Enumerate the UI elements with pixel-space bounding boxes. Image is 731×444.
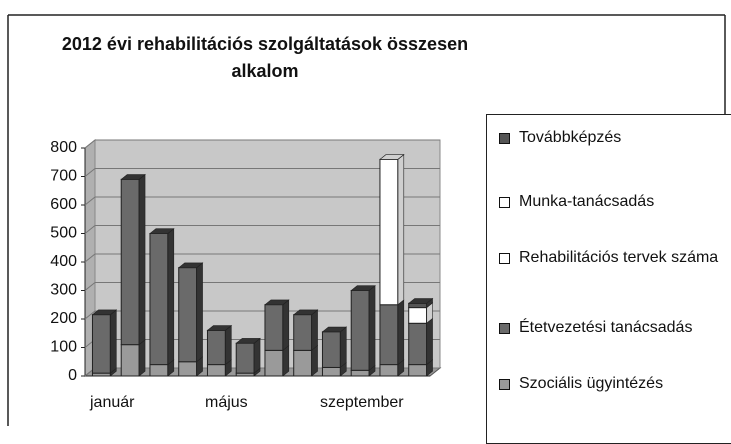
y-tick-label: 100 [50, 339, 77, 356]
legend-label: Rehabilitációs tervek száma [519, 249, 719, 266]
bar-top [235, 338, 261, 344]
legend-label: Étetvezetési tanácsadás [519, 319, 693, 336]
x-tick-label: május [205, 394, 248, 411]
bar [178, 267, 198, 363]
bar [264, 349, 284, 377]
grid-line [84, 196, 96, 206]
bar-top [177, 262, 204, 269]
bar-side [397, 299, 405, 366]
grid-line [84, 139, 96, 149]
chart: 2012 évi rehabilitációs szolgáltatások ö… [7, 14, 726, 426]
chart-title: 2012 évi rehabilitációs szolgáltatások ö… [62, 34, 468, 54]
bar [293, 314, 313, 351]
legend-item: Rehabilitációs tervek száma [499, 247, 731, 269]
y-tick-label: 700 [50, 168, 77, 185]
bar-side [196, 262, 203, 363]
legend: Továbbképzés Munka-tanácsadás Rehabilitáci… [486, 114, 731, 444]
bar [408, 322, 428, 366]
bar [293, 349, 313, 377]
legend-swatch [499, 133, 510, 144]
bar [350, 369, 370, 377]
bar-side [138, 339, 146, 377]
bar [120, 344, 140, 377]
bar [91, 314, 111, 374]
bar-side [224, 324, 232, 366]
legend-item: Szociális ügyintézés [499, 373, 731, 395]
bar-top [407, 298, 434, 304]
legend-item: Munka-tanácsadás [499, 191, 731, 213]
grid-line [84, 168, 96, 177]
y-tick-label: 200 [50, 310, 77, 327]
bar [235, 342, 255, 374]
bar [149, 233, 169, 366]
legend-label: Továbbképzés [519, 129, 622, 146]
legend-label: Munka-tanácsadás [519, 193, 655, 210]
legend-swatch [499, 379, 510, 390]
legend-item: Étetvezetési tanácsadás [499, 317, 731, 339]
bar [178, 361, 198, 377]
bar [350, 290, 370, 371]
bar-side [426, 317, 433, 366]
y-tick-label: 800 [50, 139, 77, 156]
bar [206, 329, 226, 366]
bar-top [264, 299, 290, 306]
bar-top [120, 174, 146, 180]
x-tick-label: szeptember [320, 394, 404, 411]
bar-top [350, 285, 376, 291]
bar-side [109, 309, 117, 374]
bar-side [253, 337, 261, 374]
bar-top [149, 228, 175, 234]
legend-swatch [499, 197, 510, 208]
bar [408, 307, 428, 324]
bar-top [321, 326, 348, 333]
bar [321, 366, 341, 377]
bar [379, 158, 399, 306]
y-tick-label: 500 [50, 225, 77, 242]
bar [379, 364, 399, 377]
chart-title: alkalom [231, 61, 298, 81]
bar-side [339, 326, 347, 369]
bar [408, 302, 428, 309]
grid-line [84, 225, 96, 234]
bar-side [167, 228, 175, 366]
bar-top [206, 325, 233, 331]
bar-side [282, 299, 290, 351]
y-tick-label: 400 [50, 253, 77, 270]
grid-line [84, 310, 96, 320]
bar-side [311, 344, 318, 377]
page: {"chart_data": {"type": "bar", "stacked"… [7, 14, 731, 444]
bar-side [138, 173, 146, 346]
x-tick-label: január [89, 394, 135, 411]
bar [321, 331, 341, 368]
bar-top [292, 309, 319, 316]
legend-swatch [499, 253, 510, 264]
legend-label: Szociális ügyintézés [519, 375, 664, 392]
bar [120, 178, 140, 346]
y-tick-label: 0 [68, 367, 77, 384]
y-tick-label: 600 [50, 196, 77, 213]
bar-top [91, 309, 118, 316]
legend-swatch [499, 323, 510, 334]
grid-line [84, 253, 96, 263]
legend-item: Továbbképzés [499, 127, 731, 149]
bar [408, 364, 428, 377]
bar-side [397, 153, 405, 306]
bar-side [282, 344, 290, 377]
bar [206, 364, 226, 377]
grid-line [84, 282, 96, 291]
bar [379, 304, 399, 366]
bar [149, 364, 169, 377]
bar-side [368, 285, 376, 371]
bar-top [379, 154, 405, 160]
y-tick-label: 300 [50, 282, 77, 299]
bar-side [311, 309, 318, 351]
bar [264, 304, 284, 351]
